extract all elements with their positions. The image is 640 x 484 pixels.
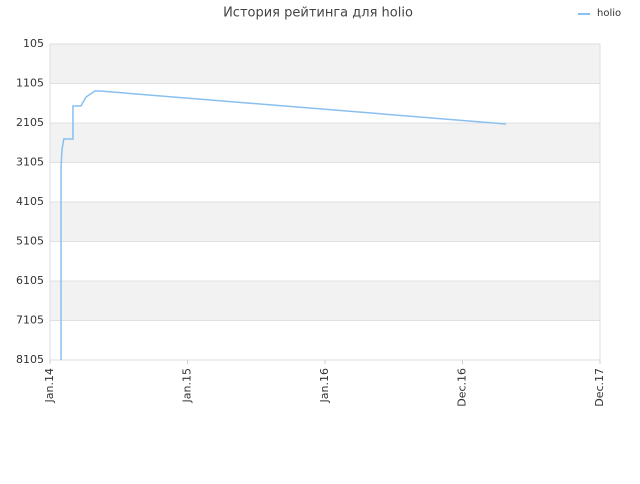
x-tick-label: Dec.16 (456, 368, 469, 407)
grid-band (50, 44, 600, 84)
data-line (60, 90, 507, 360)
legend-label: holio (597, 8, 621, 19)
y-tick-label: 5105 (16, 235, 44, 248)
y-tick-label: 1105 (16, 77, 44, 90)
y-tick-label: 105 (23, 37, 44, 50)
chart-title: История рейтинга для holio (223, 6, 413, 21)
grid-band (50, 123, 600, 163)
x-tick-label: Jan.15 (181, 368, 194, 403)
y-tick-label: 7105 (16, 314, 44, 327)
x-tick-label: Dec.17 (593, 368, 606, 407)
y-tick-label: 2105 (16, 116, 44, 129)
y-tick-label: 3105 (16, 156, 44, 169)
y-tick-label: 4105 (16, 195, 44, 208)
plot-frame (49, 43, 601, 361)
y-tick-label: 8105 (16, 353, 44, 366)
grid-band (50, 281, 600, 321)
grid-band (50, 202, 600, 242)
x-tick-label: Jan.14 (43, 368, 56, 403)
x-tick-label: Jan.16 (318, 368, 331, 403)
y-tick-label: 6105 (16, 274, 44, 287)
